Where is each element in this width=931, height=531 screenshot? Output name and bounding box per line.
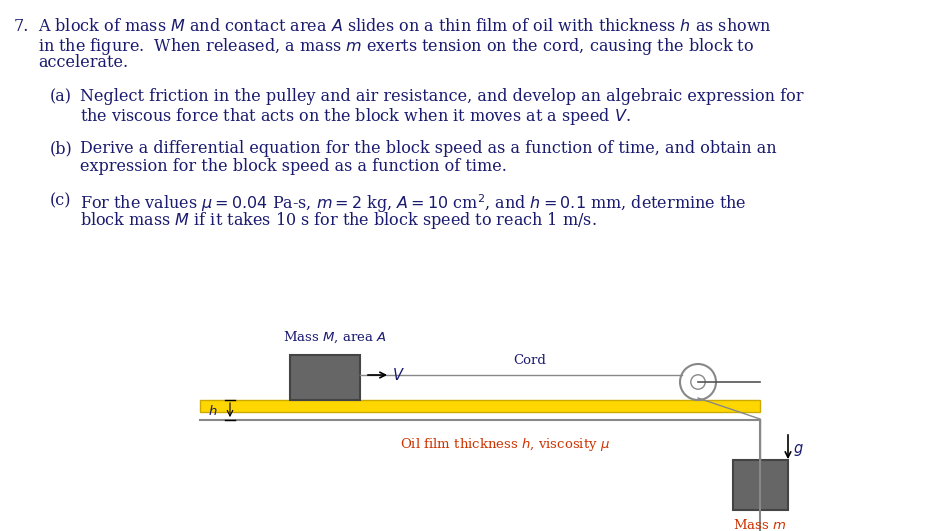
Text: the viscous force that acts on the block when it moves at a speed $V$.: the viscous force that acts on the block…: [80, 106, 630, 127]
Text: Oil film thickness $h$, viscosity $\mu$: Oil film thickness $h$, viscosity $\mu$: [400, 436, 610, 453]
Text: $g$: $g$: [793, 442, 803, 458]
Text: $V$: $V$: [392, 367, 405, 383]
Text: A block of mass $M$ and contact area $A$ slides on a thin film of oil with thick: A block of mass $M$ and contact area $A$…: [38, 18, 772, 35]
Text: Neglect friction in the pulley and air resistance, and develop an algebraic expr: Neglect friction in the pulley and air r…: [80, 88, 803, 105]
Text: block mass $M$ if it takes 10 s for the block speed to reach 1 m/s.: block mass $M$ if it takes 10 s for the …: [80, 210, 597, 231]
Text: $h$: $h$: [209, 404, 218, 418]
Text: accelerate.: accelerate.: [38, 54, 128, 71]
Text: (a): (a): [50, 88, 72, 105]
Text: 7.: 7.: [14, 18, 30, 35]
Bar: [290, 355, 360, 400]
Text: For the values $\mu = 0.04$ Pa-s, $m = 2$ kg, $A = 10$ cm$^2$, and $h = 0.1$ mm,: For the values $\mu = 0.04$ Pa-s, $m = 2…: [80, 192, 747, 215]
Text: (b): (b): [50, 140, 73, 157]
Bar: [200, 400, 760, 412]
Text: (c): (c): [50, 192, 72, 209]
Bar: [733, 460, 788, 510]
Text: Derive a differential equation for the block speed as a function of time, and ob: Derive a differential equation for the b…: [80, 140, 776, 157]
Text: Cord: Cord: [514, 354, 546, 367]
Text: expression for the block speed as a function of time.: expression for the block speed as a func…: [80, 158, 506, 175]
Text: in the figure.  When released, a mass $m$ exerts tension on the cord, causing th: in the figure. When released, a mass $m$…: [38, 36, 754, 57]
Text: Mass $m$: Mass $m$: [734, 518, 787, 531]
Text: Mass $M$, area $A$: Mass $M$, area $A$: [283, 330, 386, 345]
